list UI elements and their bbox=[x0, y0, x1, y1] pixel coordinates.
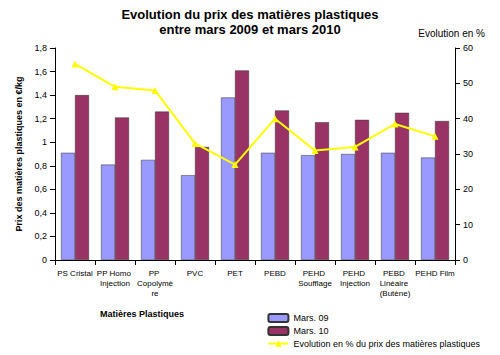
svg-text:PP: PP bbox=[149, 269, 162, 278]
svg-text:PS Cristal: PS Cristal bbox=[57, 269, 93, 278]
svg-text:Mars. 09: Mars. 09 bbox=[293, 313, 328, 323]
svg-text:Copolymè: Copolymè bbox=[137, 279, 174, 288]
svg-text:10: 10 bbox=[463, 220, 473, 230]
svg-text:Soufflage: Soufflage bbox=[298, 279, 332, 288]
svg-text:Matières Plastiques: Matières Plastiques bbox=[100, 309, 184, 319]
svg-text:PEHD: PEHD bbox=[343, 269, 367, 278]
svg-text:1,2: 1,2 bbox=[34, 114, 47, 124]
svg-text:1: 1 bbox=[42, 137, 47, 147]
svg-text:PEBD: PEBD bbox=[383, 269, 407, 278]
svg-text:Injection: Injection bbox=[100, 279, 130, 288]
svg-text:Injection: Injection bbox=[340, 279, 370, 288]
svg-text:0,6: 0,6 bbox=[34, 184, 47, 194]
svg-text:Evolution en % du prix des mat: Evolution en % du prix des matières plas… bbox=[293, 339, 480, 349]
svg-text:PVC: PVC bbox=[187, 269, 204, 278]
svg-text:Linéaire: Linéaire bbox=[380, 279, 411, 288]
svg-text:0: 0 bbox=[42, 255, 47, 265]
svg-text:PEBD: PEBD bbox=[264, 269, 286, 278]
svg-text:Prix des matières plastiques e: Prix des matières plastiques en €/kg bbox=[14, 76, 24, 231]
svg-text:PEHD Film: PEHD Film bbox=[415, 269, 455, 278]
svg-text:60: 60 bbox=[463, 43, 473, 53]
svg-text:0,8: 0,8 bbox=[34, 161, 47, 171]
svg-text:PEHD: PEHD bbox=[303, 269, 327, 278]
svg-text:0,2: 0,2 bbox=[34, 231, 47, 241]
svg-text:PP Homo: PP Homo bbox=[97, 269, 133, 278]
svg-text:1,8: 1,8 bbox=[34, 43, 47, 53]
svg-text:entre mars 2009 et mars 2010: entre mars 2009 et mars 2010 bbox=[159, 22, 340, 37]
svg-text:re: re bbox=[151, 289, 159, 298]
svg-text:(Butène): (Butène) bbox=[380, 289, 411, 298]
svg-text:40: 40 bbox=[463, 114, 473, 124]
svg-text:50: 50 bbox=[463, 78, 473, 88]
svg-text:Evolution du prix des matières: Evolution du prix des matières plastique… bbox=[121, 7, 378, 22]
svg-text:30: 30 bbox=[463, 149, 473, 159]
svg-text:Evolution en %: Evolution en % bbox=[418, 28, 485, 39]
svg-text:1,6: 1,6 bbox=[34, 67, 47, 77]
svg-text:0: 0 bbox=[463, 255, 468, 265]
svg-text:Mars. 10: Mars. 10 bbox=[293, 326, 328, 336]
svg-text:0,4: 0,4 bbox=[34, 208, 47, 218]
svg-text:1,4: 1,4 bbox=[34, 90, 47, 100]
svg-text:20: 20 bbox=[463, 184, 473, 194]
svg-text:PET: PET bbox=[227, 269, 243, 278]
